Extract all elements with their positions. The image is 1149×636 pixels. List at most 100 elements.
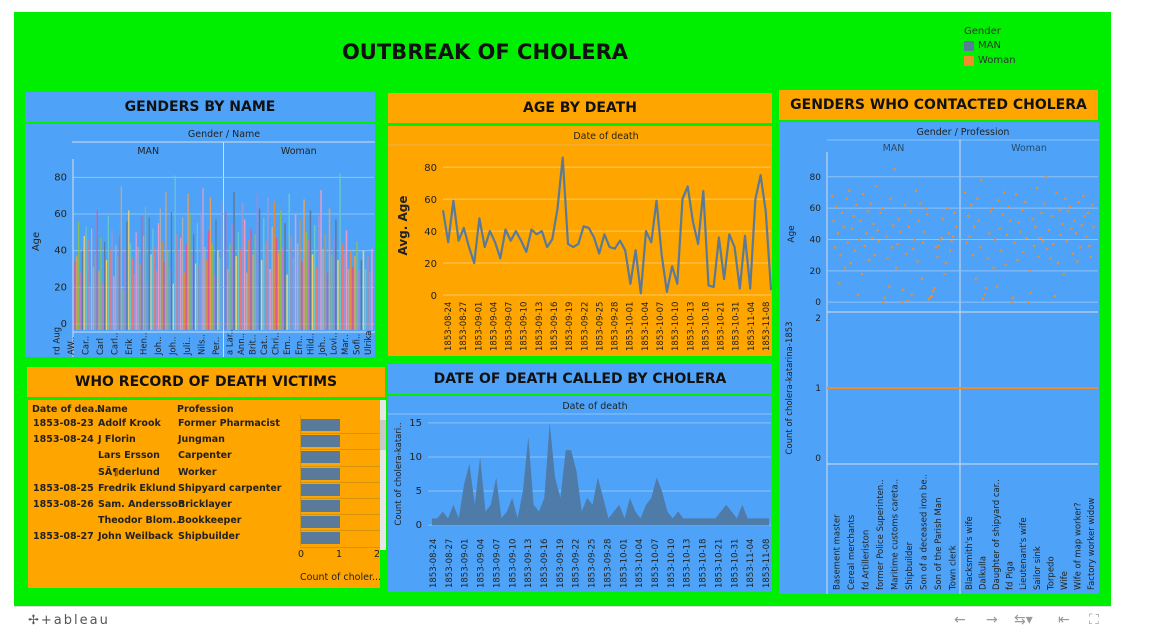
man-bar bbox=[135, 232, 137, 330]
man-point bbox=[882, 301, 885, 304]
woman-bar bbox=[286, 274, 288, 330]
x-tick-label: Per.. bbox=[212, 337, 222, 355]
man-bar bbox=[116, 256, 119, 330]
table-scrollbar[interactable] bbox=[380, 400, 386, 550]
revert-icon[interactable]: ⇆▾ bbox=[1014, 612, 1033, 628]
x-tick-label: 1853-09-28 bbox=[603, 539, 613, 588]
x-tick-label: a Lar.. bbox=[225, 329, 235, 355]
logo-icon: ✢ bbox=[28, 613, 41, 628]
woman-bar bbox=[294, 214, 297, 330]
x-tick-label: Lovi.. bbox=[329, 332, 339, 355]
woman-point bbox=[1091, 204, 1094, 207]
man-point bbox=[933, 287, 936, 290]
legend-item-man[interactable]: MAN bbox=[964, 40, 1016, 51]
man-point bbox=[846, 241, 849, 244]
man-bar bbox=[150, 254, 152, 330]
man-point bbox=[903, 204, 906, 207]
man-bar bbox=[155, 270, 158, 330]
y-tick-label: 5 bbox=[416, 486, 422, 497]
genders-contacted-chart[interactable]: Gender / Profession MAN Woman 0 20 40 60 80 Age 0… bbox=[779, 122, 1099, 594]
chart-background bbox=[779, 122, 1099, 594]
man-bar bbox=[191, 254, 193, 330]
woman-point bbox=[1022, 251, 1025, 254]
man-point bbox=[929, 296, 932, 299]
column-label-woman: Woman bbox=[281, 146, 317, 157]
tableau-logo[interactable]: ✢+ableau bbox=[28, 613, 110, 628]
count-bar[interactable] bbox=[300, 516, 340, 529]
man-bar bbox=[139, 263, 141, 330]
count-bar[interactable] bbox=[300, 532, 340, 545]
woman-point bbox=[1077, 200, 1080, 204]
table-header-profession[interactable]: Profession bbox=[177, 404, 234, 415]
woman-point bbox=[1049, 257, 1052, 260]
man-point bbox=[939, 238, 942, 241]
man-point bbox=[905, 252, 908, 255]
woman-point bbox=[1064, 197, 1067, 200]
man-point bbox=[865, 232, 868, 235]
redo-icon[interactable]: → bbox=[986, 612, 998, 628]
woman-bar bbox=[279, 210, 282, 330]
count-bar[interactable] bbox=[300, 419, 340, 431]
woman-bar bbox=[254, 234, 257, 330]
reset-icon[interactable]: ⇤ bbox=[1058, 612, 1070, 628]
man-bar bbox=[141, 215, 143, 330]
man-bar bbox=[152, 228, 154, 330]
panel-title-genders-by-name: GENDERS BY NAME bbox=[25, 92, 375, 122]
woman-bar bbox=[324, 234, 327, 330]
woman-bar bbox=[364, 269, 367, 330]
man-point bbox=[944, 261, 947, 265]
table-header-date[interactable]: Date of dea.. bbox=[32, 404, 102, 415]
count-bar[interactable] bbox=[300, 467, 340, 480]
man-bar bbox=[174, 175, 176, 330]
man-bar bbox=[79, 272, 82, 330]
age-by-death-chart[interactable]: Date of death 0 20 40 60 80 Avg. Age 1853-08-24… bbox=[388, 126, 772, 356]
x-tick-label: Joh.. bbox=[169, 337, 179, 357]
woman-bar bbox=[305, 232, 307, 330]
woman-bar bbox=[233, 192, 235, 330]
x-tick-label: 1853-09-25 bbox=[588, 539, 598, 588]
count-bar[interactable] bbox=[300, 435, 340, 448]
legend-item-woman[interactable]: Woman bbox=[964, 55, 1016, 66]
genders-by-name-chart[interactable]: Gender / Name MAN Woman 0 20 40 60 80 Age rd Aug A… bbox=[25, 124, 375, 357]
woman-point bbox=[1053, 294, 1057, 298]
man-point bbox=[909, 210, 912, 213]
avg-age-line bbox=[441, 156, 772, 295]
y-tick-label: 60 bbox=[810, 204, 822, 214]
woman-point bbox=[1080, 224, 1083, 227]
man-bar bbox=[185, 243, 187, 330]
man-point bbox=[856, 293, 859, 296]
date-of-death-chart[interactable]: Date of death 0 5 10 15 Count of cholera-kata… bbox=[388, 396, 772, 592]
count-bar[interactable] bbox=[300, 500, 340, 512]
man-bar bbox=[167, 250, 169, 330]
man-bar bbox=[193, 234, 195, 330]
man-bar bbox=[89, 287, 91, 330]
man-bar bbox=[120, 186, 122, 330]
row-divider bbox=[300, 530, 380, 532]
woman-bar bbox=[284, 223, 286, 330]
woman-point bbox=[1052, 243, 1055, 246]
column-label-woman: Woman bbox=[1011, 143, 1047, 154]
man-bar bbox=[157, 223, 160, 330]
woman-bar bbox=[299, 219, 301, 330]
woman-point bbox=[1007, 205, 1010, 208]
man-point bbox=[953, 211, 956, 215]
x-tick-label: 1853-10-31 bbox=[732, 302, 742, 351]
table-header-name[interactable]: Name bbox=[97, 404, 128, 415]
undo-icon[interactable]: ← bbox=[954, 612, 966, 628]
man-bar bbox=[202, 188, 204, 330]
fullscreen-icon[interactable]: ⛶ bbox=[1089, 612, 1099, 628]
x-tick-label: 1853-09-28 bbox=[611, 302, 621, 351]
profession-label: Factory worker widow bbox=[1087, 498, 1097, 590]
woman-point bbox=[983, 293, 986, 296]
x-tick-label: 1853-10-21 bbox=[717, 302, 727, 351]
profession-label: Blacksmith's wife bbox=[965, 516, 975, 590]
table-cell-date: 1853-08-24 bbox=[33, 434, 94, 446]
count-bar[interactable] bbox=[300, 451, 340, 464]
legend-swatch-woman bbox=[964, 55, 974, 66]
table-cell-name: Sam. Andersson bbox=[98, 499, 185, 510]
count-axis-line bbox=[300, 415, 301, 546]
woman-point bbox=[1046, 247, 1049, 251]
man-point bbox=[841, 211, 844, 215]
count-bar[interactable] bbox=[300, 483, 340, 496]
x-tick-label: Erik bbox=[125, 339, 135, 355]
